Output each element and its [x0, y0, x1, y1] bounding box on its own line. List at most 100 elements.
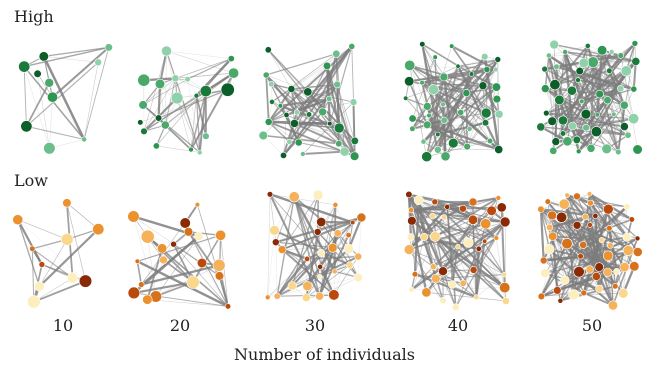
network-node [543, 109, 550, 117]
network-edge [165, 50, 201, 153]
network-edge [564, 256, 581, 281]
network-edge [576, 195, 610, 229]
network-node [491, 82, 501, 92]
network-node [618, 288, 629, 299]
network-node [38, 261, 46, 268]
network-edge [606, 88, 635, 150]
network-edge [290, 88, 310, 116]
network-node [134, 258, 141, 265]
network-edge [293, 196, 321, 297]
network-edge [571, 90, 629, 136]
network-node [20, 120, 33, 133]
network-node [573, 192, 581, 201]
network-node [440, 116, 448, 124]
network-node [553, 63, 560, 70]
network-node [294, 138, 303, 147]
network-node [317, 273, 323, 280]
network-edge [599, 206, 628, 289]
network-edge [546, 70, 627, 114]
network-edge [460, 112, 491, 142]
network-edge [426, 292, 506, 302]
network-node [582, 123, 590, 132]
network-node [447, 280, 457, 289]
network-node [301, 293, 311, 302]
network-node [629, 261, 640, 272]
network-node [592, 212, 599, 219]
network-node [140, 127, 148, 136]
network-node [558, 198, 570, 210]
network-edge [319, 247, 333, 297]
network-edge [302, 150, 345, 155]
network-edge [269, 194, 322, 254]
network-node [468, 214, 479, 225]
network-node [494, 56, 502, 63]
network-edge [176, 97, 192, 150]
network-edge [412, 112, 461, 130]
network-node [346, 261, 354, 269]
network-node [586, 191, 593, 197]
network-edge [133, 235, 200, 294]
network-node [554, 94, 565, 106]
network-node [457, 109, 465, 116]
network-node [156, 243, 168, 254]
network-node [473, 294, 480, 301]
network-node [634, 235, 641, 242]
network-edge [469, 69, 497, 129]
network-node [549, 146, 558, 155]
network-edge [164, 78, 176, 126]
network-node [549, 39, 560, 50]
network-node [43, 142, 56, 155]
network-node [104, 43, 113, 52]
network-edge [269, 193, 354, 224]
network-node [183, 227, 194, 237]
network-edge [552, 235, 590, 270]
network-node [622, 232, 632, 242]
network-edge [190, 95, 197, 150]
group-size-label-50: 50 [581, 316, 603, 335]
network-node [616, 84, 625, 93]
network-edge [548, 55, 554, 151]
network-edge [318, 234, 350, 297]
network-node [423, 120, 432, 130]
network-node [353, 272, 363, 283]
network-edge [418, 199, 497, 239]
nodes [127, 202, 232, 310]
network-edge [66, 202, 86, 282]
network-node [592, 272, 601, 281]
network-node [494, 109, 504, 119]
network-edge [443, 76, 500, 115]
network-node [179, 217, 191, 229]
network-edge [274, 230, 308, 260]
network-node [66, 272, 79, 284]
network-node [81, 136, 87, 143]
network-edge [318, 248, 350, 278]
network-edge [198, 91, 207, 153]
network-node [335, 140, 343, 148]
network-node [421, 151, 433, 163]
network-edge [267, 277, 359, 298]
network-node [440, 101, 446, 108]
network-edge [541, 275, 597, 298]
network-node [459, 204, 467, 213]
network-edge [632, 61, 637, 90]
network-edge [540, 209, 585, 294]
network-node [332, 201, 339, 208]
network-edge [333, 233, 338, 295]
network-node [562, 49, 568, 55]
network-node [483, 66, 491, 73]
network-node [137, 73, 151, 87]
network-edge [269, 194, 336, 206]
network-edge [24, 46, 109, 68]
network-node [350, 136, 359, 145]
network-node [269, 225, 280, 236]
network-edge [166, 50, 232, 59]
network-node [333, 80, 341, 89]
network-node [408, 114, 417, 123]
network-edge [423, 197, 499, 238]
network-low-50 [537, 191, 643, 311]
network-node [603, 267, 613, 277]
network-edge [451, 246, 459, 285]
network-node [561, 237, 573, 250]
network-node [587, 222, 593, 228]
network-node [579, 240, 588, 249]
